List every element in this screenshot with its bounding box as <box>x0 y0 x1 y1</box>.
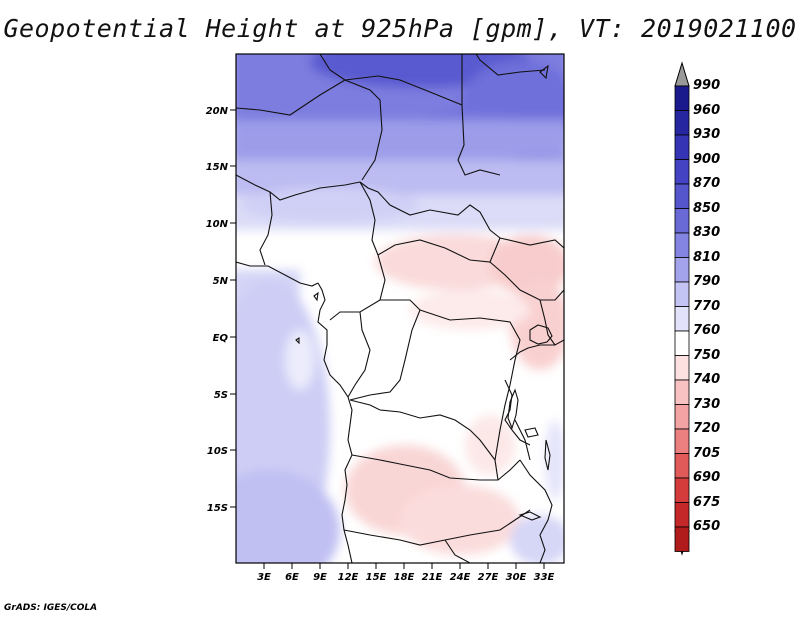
colorbar-label: 730 <box>693 396 721 412</box>
colorbar-swatch <box>674 281 690 307</box>
colorbar-swatch <box>674 355 690 381</box>
country-borders <box>236 54 564 563</box>
lon-label: 27E <box>478 572 499 583</box>
colorbar-swatch <box>674 257 690 283</box>
colorbar-swatch <box>674 232 690 258</box>
colorbar-swatch <box>674 85 690 111</box>
colorbar-cap-top <box>674 61 690 87</box>
colorbar-swatch <box>674 428 690 454</box>
footer-credit: GrADS: IGES/COLA <box>4 603 98 613</box>
lat-label: 10N <box>206 219 229 230</box>
colorbar-swatch <box>674 379 690 405</box>
latitude-axis: 20N 15N 10N 5N EQ 5S 10S 15S <box>206 106 236 514</box>
lon-label: 6E <box>285 572 299 583</box>
colorbar-label: 690 <box>693 470 721 485</box>
colorbar-label: 720 <box>693 421 721 436</box>
lat-label: 5S <box>214 390 228 401</box>
colorbar-swatch <box>674 134 690 160</box>
colorbar-swatch <box>674 306 690 332</box>
colorbar-label: 900 <box>693 151 721 167</box>
lon-label: 12E <box>338 572 359 583</box>
colorbar-label: 675 <box>693 494 721 510</box>
colorbar-swatch <box>674 330 690 356</box>
colorbar-label: 750 <box>693 347 721 363</box>
lat-label: 5N <box>213 276 229 287</box>
lat-label: 10S <box>207 446 228 457</box>
colorbar-label: 870 <box>693 176 721 191</box>
colorbar-label: 930 <box>693 127 721 142</box>
colorbar-swatch <box>674 159 690 185</box>
lat-label: 15N <box>206 162 229 173</box>
colorbar-swatch <box>674 453 690 479</box>
colorbar <box>674 61 690 556</box>
lon-label: 15E <box>366 572 387 583</box>
colorbar-swatch <box>674 183 690 209</box>
lat-label: 20N <box>206 106 229 117</box>
lat-label: EQ <box>213 333 229 344</box>
lon-label: 9E <box>313 572 327 583</box>
colorbar-label: 770 <box>693 298 721 314</box>
colorbar-label: 960 <box>693 102 721 118</box>
colorbar-swatch <box>674 477 690 503</box>
colorbar-swatch <box>674 404 690 430</box>
colorbar-label: 705 <box>693 445 721 461</box>
map-frame <box>235 53 565 564</box>
colorbar-label: 790 <box>693 274 721 289</box>
colorbar-label: 990 <box>693 78 721 93</box>
height-field <box>236 54 564 563</box>
colorbar-swatch <box>674 208 690 234</box>
lon-label: 33E <box>534 572 555 583</box>
colorbar-label: 740 <box>693 372 721 387</box>
colorbar-label: 650 <box>693 519 721 534</box>
colorbar-label: 810 <box>693 249 721 265</box>
colorbar-label: 830 <box>693 225 721 240</box>
map-title: Geopotential Height at 925hPa [gpm], VT:… <box>3 14 797 43</box>
colorbar-label: 760 <box>693 323 721 338</box>
lon-label: 30E <box>506 572 527 583</box>
colorbar-swatch <box>674 526 690 552</box>
longitude-axis: 3E 6E 9E 12E 15E 18E 21E 24E 27E 30E 33E <box>257 563 555 583</box>
lon-label: 3E <box>257 572 271 583</box>
colorbar-label: 850 <box>693 200 721 216</box>
lon-label: 18E <box>394 572 415 583</box>
colorbar-swatch <box>674 502 690 528</box>
lon-label: 21E <box>422 572 443 583</box>
lon-label: 24E <box>450 572 471 583</box>
colorbar-swatch <box>674 110 690 136</box>
lat-label: 15S <box>207 503 228 514</box>
